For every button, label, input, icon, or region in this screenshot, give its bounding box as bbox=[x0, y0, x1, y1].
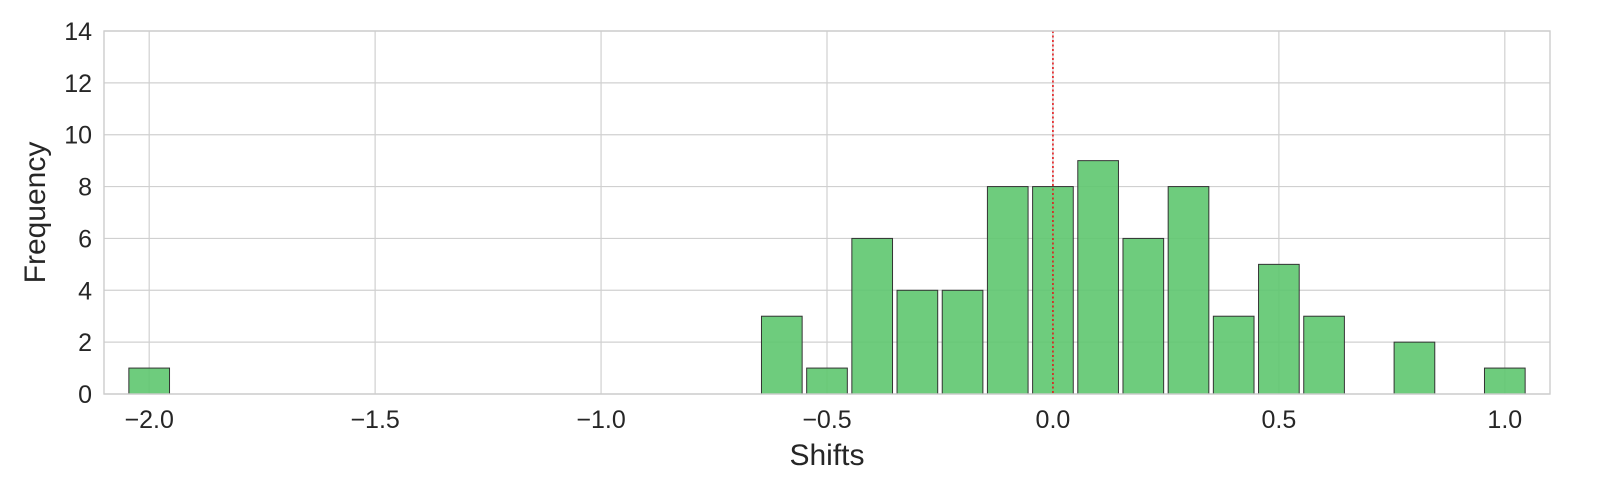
histogram-bar bbox=[896, 289, 939, 395]
x-tick-label: 0.0 bbox=[1036, 406, 1071, 434]
x-tick-label: −0.5 bbox=[802, 406, 851, 434]
x-tick-label: −2.0 bbox=[125, 406, 174, 434]
axes-frame bbox=[103, 30, 1551, 395]
y-tick-label: 0 bbox=[78, 381, 92, 409]
y-tick-label: 4 bbox=[78, 277, 92, 305]
histogram-bar bbox=[1122, 237, 1165, 395]
histogram-bar bbox=[1258, 263, 1300, 395]
histogram-bar bbox=[941, 289, 984, 395]
x-tick-label: −1.5 bbox=[350, 406, 399, 434]
plot-frame bbox=[103, 30, 1551, 395]
y-tick-label: 14 bbox=[64, 18, 92, 46]
histogram-bar bbox=[760, 315, 803, 395]
bars-layer bbox=[128, 160, 1526, 395]
histogram-bar bbox=[128, 367, 171, 395]
y-tick-label: 8 bbox=[78, 174, 92, 202]
grid-layer bbox=[104, 30, 1550, 395]
y-tick-label: 10 bbox=[64, 122, 92, 150]
x-tick-labels: −2.0 −1.5 −1.0 −0.5 0.0 0.5 1.0 bbox=[125, 406, 1523, 434]
histogram-bar bbox=[1032, 186, 1074, 395]
histogram-bar bbox=[1393, 341, 1436, 395]
y-tick-label: 12 bbox=[64, 70, 92, 98]
histogram-bar bbox=[1077, 160, 1119, 395]
y-tick-labels: 0 2 4 6 8 10 12 14 bbox=[64, 18, 92, 409]
histogram-bar bbox=[1212, 315, 1255, 395]
y-tick-label: 2 bbox=[78, 329, 92, 357]
y-tick-label: 6 bbox=[78, 225, 92, 253]
histogram-bar bbox=[851, 237, 894, 395]
y-axis-title: Frequency bbox=[19, 142, 52, 284]
histogram-bar bbox=[1483, 367, 1526, 395]
histogram-bar bbox=[986, 186, 1029, 395]
x-tick-label: 1.0 bbox=[1487, 406, 1522, 434]
x-tick-label: 0.5 bbox=[1261, 406, 1296, 434]
histogram-bar bbox=[1303, 315, 1345, 395]
x-axis-title: Shifts bbox=[789, 439, 864, 472]
histogram-bar bbox=[1167, 186, 1210, 395]
x-tick-label: −1.0 bbox=[576, 406, 625, 434]
histogram-bar bbox=[806, 367, 848, 395]
